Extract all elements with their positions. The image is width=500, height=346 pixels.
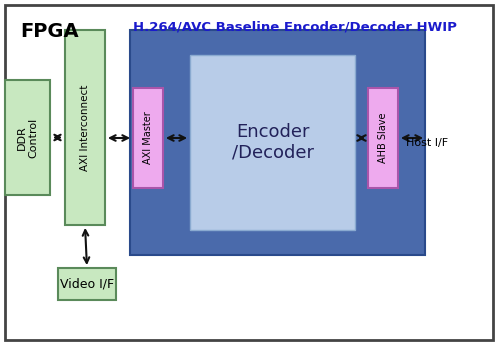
Bar bbox=[58, 268, 116, 300]
Bar bbox=[368, 88, 398, 188]
Text: AXI Master: AXI Master bbox=[143, 112, 153, 164]
Text: Encoder
/Decoder: Encoder /Decoder bbox=[232, 123, 314, 162]
Bar bbox=[130, 30, 425, 255]
Text: Video I/F: Video I/F bbox=[60, 277, 114, 291]
Text: AXI Interconnect: AXI Interconnect bbox=[80, 84, 90, 171]
Text: H.264/AVC Baseline Encoder/Decoder HWIP: H.264/AVC Baseline Encoder/Decoder HWIP bbox=[133, 20, 457, 33]
Bar bbox=[133, 88, 163, 188]
Text: Host I/F: Host I/F bbox=[406, 138, 448, 148]
Text: AHB Slave: AHB Slave bbox=[378, 113, 388, 163]
Bar bbox=[65, 30, 105, 225]
Text: DDR
Control: DDR Control bbox=[16, 117, 38, 158]
Bar bbox=[190, 55, 355, 230]
Text: FPGA: FPGA bbox=[20, 22, 78, 41]
Bar bbox=[5, 80, 50, 195]
